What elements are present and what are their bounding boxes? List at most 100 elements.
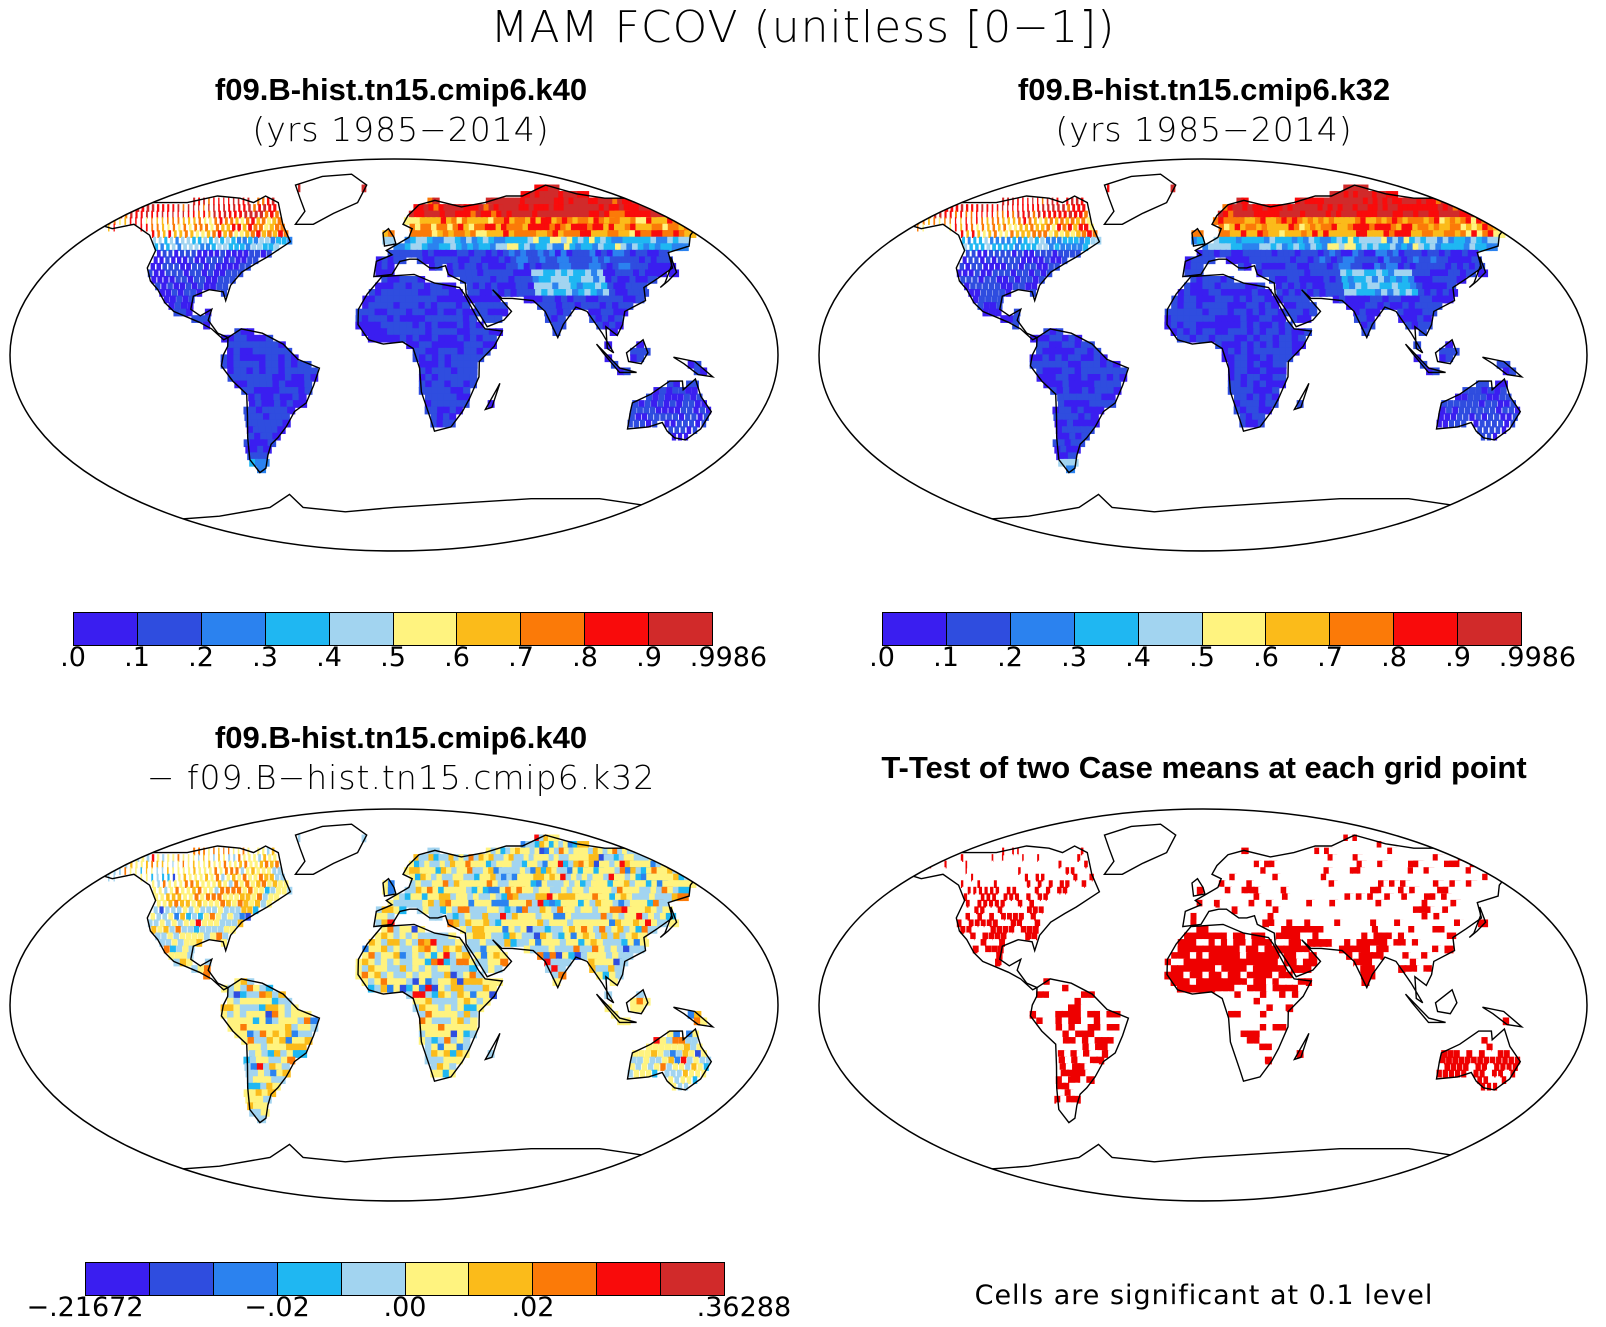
grid-cell <box>162 873 165 882</box>
grid-cell <box>268 243 274 252</box>
grid-cell <box>627 939 637 947</box>
grid-cell <box>461 295 470 304</box>
grid-cell <box>1062 236 1068 245</box>
grid-cell <box>645 1043 653 1052</box>
grid-cell <box>242 223 247 232</box>
grid-cell <box>492 256 502 265</box>
grid-cell <box>1291 236 1301 245</box>
grid-cell <box>488 854 498 862</box>
grid-cell <box>205 926 212 934</box>
grid-cell <box>1423 243 1435 252</box>
grid-cell <box>1283 295 1292 304</box>
grid-cell <box>212 880 216 888</box>
grid-cell <box>603 256 614 265</box>
grid-cell <box>592 243 603 252</box>
grid-cell <box>253 452 262 461</box>
grid-cell <box>1266 367 1274 376</box>
grid-cell <box>211 243 216 252</box>
grid-cell <box>1247 374 1255 382</box>
grid-cell <box>1072 445 1081 454</box>
grid-cell <box>1176 328 1185 336</box>
grid-cell <box>154 893 159 902</box>
grid-cell <box>456 1050 464 1058</box>
colorbar-tick-label: .0 <box>60 642 86 673</box>
grid-cell <box>418 997 427 1006</box>
grid-cell <box>1506 413 1512 421</box>
grid-cell <box>228 243 234 252</box>
grid-cell <box>213 860 216 869</box>
grid-cell <box>182 945 189 954</box>
grid-cell <box>493 308 502 317</box>
grid-cell <box>375 919 383 928</box>
grid-cell <box>443 854 452 862</box>
grid-cell <box>666 893 678 902</box>
grid-cell <box>1202 276 1210 284</box>
grid-cell <box>594 236 605 245</box>
grid-cell <box>1080 367 1089 376</box>
grid-cell <box>450 984 459 993</box>
grid-cell <box>291 1030 300 1039</box>
grid-cell <box>1296 302 1305 310</box>
grid-cell <box>1410 282 1420 291</box>
grid-cell <box>197 236 202 245</box>
grid-cell <box>597 243 609 252</box>
grid-cell <box>1325 289 1334 297</box>
grid-cell <box>259 1017 268 1026</box>
grid-cell <box>1208 289 1217 297</box>
grid-cell <box>218 210 221 219</box>
grid-cell <box>1247 347 1255 356</box>
grid-cell <box>437 1056 445 1065</box>
grid-cell <box>375 262 383 271</box>
grid-cell <box>463 997 472 1006</box>
grid-cell <box>642 997 651 1006</box>
grid-cell <box>223 276 230 284</box>
grid-cell <box>592 893 603 902</box>
grid-cell <box>1266 360 1274 369</box>
grid-cell <box>1309 262 1318 271</box>
grid-cell <box>430 406 439 415</box>
grid-cell <box>1231 249 1239 258</box>
grid-cell <box>635 295 645 304</box>
grid-cell <box>527 210 537 219</box>
grid-cell <box>636 1004 645 1013</box>
grid-cell <box>568 926 578 934</box>
grid-cell <box>380 302 389 310</box>
grid-cell <box>211 926 218 934</box>
grid-cell <box>380 971 389 980</box>
grid-cell <box>1346 249 1356 258</box>
grid-cell <box>1297 328 1306 336</box>
grid-cell <box>1226 282 1235 291</box>
grid-cell <box>580 243 591 252</box>
grid-cell <box>1395 243 1406 252</box>
grid-cell <box>1055 374 1064 382</box>
grid-cell <box>1230 243 1239 252</box>
grid-cell <box>140 873 143 882</box>
grid-cell <box>455 406 463 415</box>
grid-cell <box>470 912 479 921</box>
grid-cell <box>995 236 1000 245</box>
grid-cell <box>639 919 649 928</box>
grid-cell <box>1422 308 1431 317</box>
grid-cell <box>594 886 605 895</box>
grid-cell <box>449 413 457 421</box>
grid-cell <box>368 302 376 310</box>
grid-cell <box>1356 230 1366 238</box>
grid-cell <box>1376 295 1385 304</box>
grid-cell <box>259 347 267 356</box>
grid-cell <box>222 282 229 291</box>
grid-cell <box>1358 223 1369 232</box>
grid-cell <box>411 282 420 291</box>
grid-cell <box>491 249 500 258</box>
grid-cell <box>399 328 408 336</box>
grid-cell <box>228 197 230 206</box>
grid-cell <box>1012 217 1016 225</box>
grid-cell <box>474 249 483 258</box>
grid-cell <box>250 413 260 421</box>
grid-cell <box>463 387 471 395</box>
grid-cell <box>599 302 609 310</box>
grid-cell <box>380 308 389 317</box>
grid-cell <box>171 939 178 947</box>
grid-cell <box>210 932 216 941</box>
grid-cell <box>1234 374 1242 382</box>
grid-cell <box>266 1030 275 1039</box>
